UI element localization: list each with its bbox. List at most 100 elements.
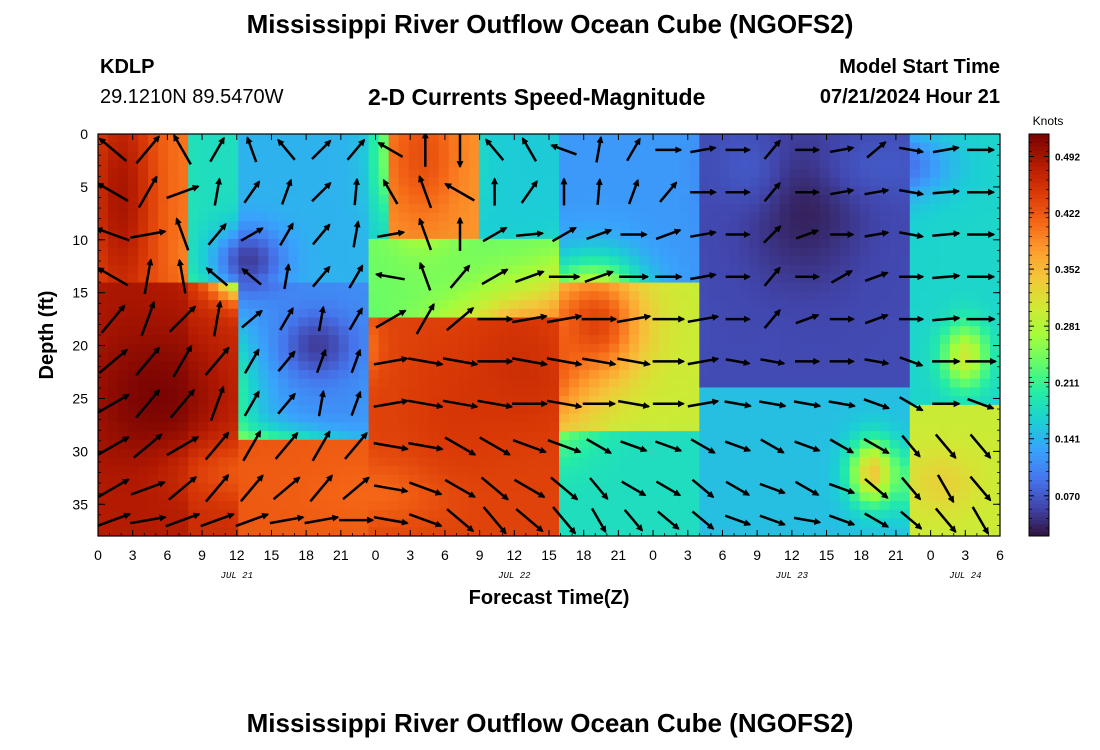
heatmap-cell: [418, 265, 430, 275]
heatmap-cell: [518, 422, 530, 432]
heatmap-cell: [338, 134, 350, 144]
heatmap-cell: [118, 352, 129, 362]
heatmap-cell: [819, 352, 831, 362]
heatmap-cell: [338, 378, 350, 389]
heatmap-cell: [549, 431, 560, 441]
heatmap-cell: [258, 396, 269, 406]
heatmap-cell: [228, 247, 239, 257]
heatmap-cell: [669, 457, 680, 467]
current-vector: [687, 356, 720, 366]
heatmap-cell: [248, 474, 259, 485]
heatmap-cell: [128, 396, 139, 406]
heatmap-cell: [448, 300, 460, 310]
heatmap-cell: [639, 439, 650, 450]
heatmap-cell: [518, 361, 530, 371]
heatmap-cell: [498, 466, 510, 476]
heatmap-cell: [228, 439, 239, 450]
heatmap-cell: [769, 291, 781, 301]
heatmap-cell: [619, 282, 630, 292]
heatmap-cell: [408, 317, 420, 327]
heatmap-cell: [218, 317, 229, 327]
heatmap-cell: [849, 352, 861, 362]
heatmap-cell: [198, 378, 209, 389]
heatmap-cell: [749, 431, 761, 441]
heatmap-cell: [488, 369, 500, 380]
heatmap-cell: [268, 492, 279, 502]
heatmap-cell: [879, 335, 891, 345]
heatmap-cell: [338, 422, 350, 432]
heatmap-cell: [338, 352, 350, 362]
colorbar-segment: [1029, 254, 1049, 260]
heatmap-cell: [528, 160, 540, 170]
current-vector: [793, 516, 822, 525]
heatmap-cell: [538, 387, 550, 397]
heatmap-cell: [709, 291, 720, 301]
heatmap-cell: [188, 457, 199, 467]
heatmap-cell: [969, 518, 981, 528]
heatmap-cell: [198, 501, 209, 511]
heatmap-cell: [388, 282, 400, 292]
heatmap-cell: [849, 221, 861, 231]
heatmap-cell: [148, 308, 159, 319]
heatmap-cell: [98, 238, 109, 249]
current-vector: [309, 474, 333, 503]
current-vector: [550, 143, 577, 156]
heatmap-cell: [709, 387, 720, 397]
heatmap-cell: [939, 431, 951, 441]
heatmap-cell: [689, 203, 700, 214]
heatmap-cell: [348, 501, 360, 511]
heatmap-cell: [208, 221, 219, 231]
heatmap-cell: [518, 387, 530, 397]
heatmap-cell: [498, 518, 510, 528]
heatmap-cell: [368, 501, 380, 511]
heatmap-cell: [629, 291, 640, 301]
heatmap-cell: [308, 378, 320, 389]
heatmap-cell: [769, 387, 781, 397]
heatmap-cell: [809, 238, 821, 249]
heatmap-cell: [228, 212, 239, 222]
current-vector: [135, 135, 160, 165]
current-vector: [243, 180, 261, 204]
heatmap-cell: [398, 492, 410, 502]
heatmap-cell: [138, 378, 149, 389]
heatmap-cell: [689, 361, 700, 371]
heatmap-cell: [168, 265, 179, 275]
heatmap-cell: [659, 151, 670, 161]
heatmap-cell: [639, 265, 650, 275]
heatmap-cell: [218, 238, 229, 249]
heatmap-cell: [158, 413, 169, 423]
heatmap-cell: [178, 369, 189, 380]
heatmap-cell: [198, 160, 209, 170]
heatmap-cell: [358, 142, 370, 153]
heatmap-cell: [559, 404, 570, 415]
current-vector: [479, 436, 511, 456]
heatmap-cell: [478, 343, 490, 354]
heatmap-cell: [859, 300, 871, 310]
heatmap-cell: [408, 291, 420, 301]
heatmap-cell: [488, 238, 500, 249]
heatmap-cell: [969, 501, 981, 511]
heatmap-cell: [909, 466, 921, 476]
heatmap-cell: [729, 483, 741, 493]
heatmap-cell: [799, 247, 811, 257]
colorbar-segment: [1029, 335, 1049, 340]
heatmap-cell: [268, 317, 279, 327]
heatmap-cell: [669, 134, 680, 144]
heatmap-cell: [198, 518, 209, 528]
heatmap-cell: [879, 151, 891, 161]
heatmap-cell: [538, 177, 550, 188]
heatmap-cell: [749, 291, 761, 301]
heatmap-cell: [438, 282, 450, 292]
heatmap-cell: [599, 431, 610, 441]
heatmap-cell: [198, 335, 209, 345]
heatmap-cell: [899, 326, 911, 336]
heatmap-cell: [458, 142, 470, 153]
heatmap-cell: [378, 448, 390, 458]
heatmap-cell: [559, 142, 570, 153]
heatmap-cell: [98, 256, 109, 266]
heatmap-cell: [208, 501, 219, 511]
heatmap-cell: [258, 483, 269, 493]
heatmap-cell: [899, 195, 911, 205]
heatmap-cell: [508, 326, 520, 336]
colorbar-segment: [1029, 395, 1049, 400]
